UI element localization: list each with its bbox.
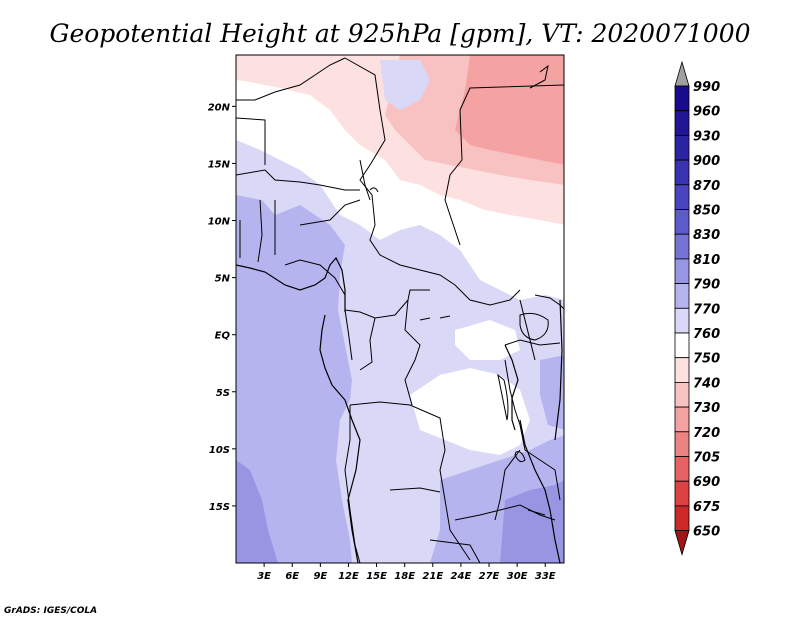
lakes bbox=[369, 64, 549, 516]
colorbar-label: 690 bbox=[693, 475, 720, 490]
x-tick-label: 24E bbox=[451, 571, 472, 582]
map-plot-area bbox=[236, 55, 564, 563]
colorbar-top-arrow bbox=[674, 60, 690, 87]
colorbar-swatch bbox=[674, 406, 690, 433]
colorbar-label: 830 bbox=[693, 228, 720, 243]
colorbar-swatch bbox=[674, 381, 690, 408]
colorbar-label: 675 bbox=[693, 500, 720, 515]
lavender-north-pocket bbox=[380, 60, 430, 110]
y-tick-label: 5N bbox=[215, 274, 231, 285]
x-tick-label: 6E bbox=[285, 571, 299, 582]
pink-730-core bbox=[455, 55, 564, 165]
y-axis: 20N 15N 10N 5N EQ 5S 10S 15S bbox=[208, 102, 236, 513]
y-tick-label: EQ bbox=[215, 331, 231, 342]
y-tick-label: 15S bbox=[209, 502, 230, 513]
colorbar-label: 730 bbox=[693, 401, 720, 416]
colorbar-label: 900 bbox=[693, 154, 720, 169]
region-gulf-of-guinea-ocean bbox=[236, 195, 352, 563]
colorbar-swatch bbox=[674, 332, 690, 359]
coastlines bbox=[236, 256, 563, 563]
colorbar-label: 930 bbox=[693, 129, 720, 144]
colorbar-label: 750 bbox=[693, 352, 720, 367]
colorbar-swatch bbox=[674, 184, 690, 210]
colorbar-swatch bbox=[674, 159, 690, 186]
region-southern-atlantic bbox=[236, 460, 278, 563]
plot-frame bbox=[235, 54, 565, 564]
colorbar-swatch bbox=[674, 431, 690, 457]
x-tick-label: 3E bbox=[257, 571, 271, 582]
colorbar-label: 790 bbox=[693, 278, 720, 293]
colorbar-label: 810 bbox=[693, 253, 720, 268]
x-tick-label: 30E bbox=[507, 571, 528, 582]
y-tick-label: 10N bbox=[208, 217, 231, 228]
x-tick-label: 15E bbox=[366, 571, 387, 582]
colorbar-swatch bbox=[674, 456, 690, 482]
x-tick-label: 9E bbox=[313, 571, 327, 582]
colorbar-bottom-arrow bbox=[674, 530, 690, 557]
colorbar-label: 760 bbox=[693, 327, 720, 342]
x-axis: 3E 6E 9E 12E 15E 18E 21E 24E 27E 30E 33E bbox=[257, 563, 556, 582]
chart-title: Geopotential Height at 925hPa [gpm], VT:… bbox=[49, 19, 750, 48]
colorbar-label: 960 bbox=[693, 105, 720, 120]
grads-credit: GrADS: IGES/COLA bbox=[4, 606, 97, 616]
colorbar-label: 650 bbox=[693, 525, 720, 540]
east-coast-lavender bbox=[540, 355, 564, 430]
colorbar-swatch bbox=[674, 233, 690, 260]
colorbar-swatch bbox=[674, 134, 690, 161]
x-tick-label: 12E bbox=[338, 571, 359, 582]
region-east-africa-highland bbox=[410, 368, 530, 455]
y-tick-label: 5S bbox=[216, 388, 230, 399]
x-tick-label: 27E bbox=[479, 571, 500, 582]
x-tick-label: 33E bbox=[535, 571, 556, 582]
colorbar-label: 705 bbox=[693, 451, 720, 466]
colorbar-swatch bbox=[674, 85, 690, 112]
colorbar-label: 720 bbox=[693, 426, 720, 441]
colorbar-label: 990 bbox=[693, 80, 720, 95]
region-west-africa bbox=[236, 140, 330, 215]
white-patch-center bbox=[455, 320, 520, 360]
pink-750-upperleft bbox=[236, 55, 340, 80]
colorbar-label: 850 bbox=[693, 204, 720, 219]
colorbar-swatch bbox=[674, 209, 690, 235]
colorbar-swatch bbox=[674, 258, 690, 284]
y-tick-label: 20N bbox=[208, 102, 231, 113]
x-tick-label: 21E bbox=[422, 571, 443, 582]
colorbar-swatch bbox=[674, 505, 690, 531]
region-congo-basin bbox=[350, 290, 445, 405]
x-tick-label: 18E bbox=[394, 571, 415, 582]
colorbar-label: 870 bbox=[693, 179, 720, 194]
country-borders bbox=[236, 57, 564, 563]
colorbar-swatch bbox=[674, 480, 690, 507]
y-tick-label: 10S bbox=[209, 445, 230, 456]
colorbar: 990 960 930 900 870 850 830 810 790 770 760 750 740 7… bbox=[674, 60, 720, 557]
colorbar-swatch bbox=[674, 307, 690, 334]
white-north-pocket bbox=[250, 90, 320, 130]
y-tick-label: 15N bbox=[208, 159, 231, 170]
colorbar-swatch bbox=[674, 357, 690, 383]
colorbar-swatch bbox=[674, 110, 690, 136]
colorbar-swatch bbox=[674, 283, 690, 309]
colorbar-label: 770 bbox=[693, 302, 720, 317]
colorbar-label: 740 bbox=[693, 376, 720, 391]
